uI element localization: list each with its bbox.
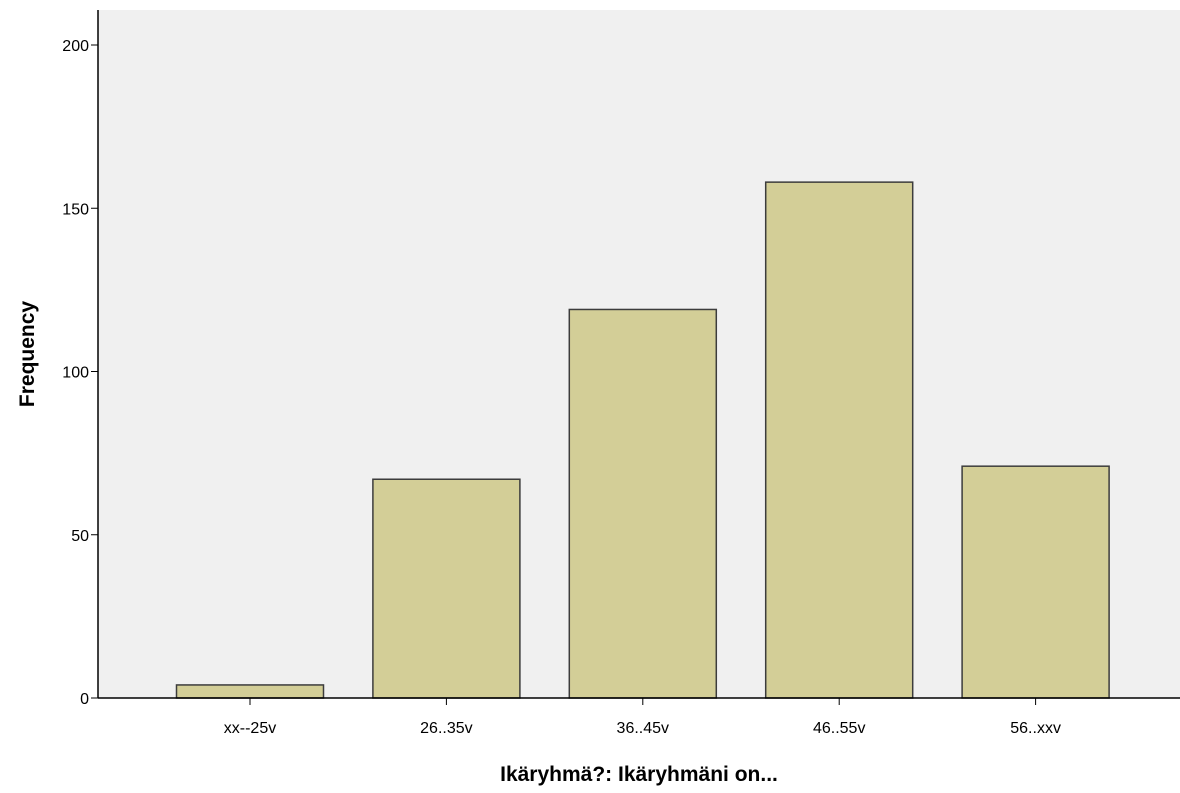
y-tick-label: 150 [62,201,89,218]
bar-26..35v [372,478,521,699]
x-ticks-group: xx--25v 26..35v 36..45v 46..55v 56..xxv [224,698,1061,737]
bar-xx--25v [175,684,325,699]
x-tick-label: 26..35v [420,720,472,737]
y-tick-label: 200 [62,38,89,55]
x-tick-label: 36..45v [617,720,669,737]
x-tick-label: 46..55v [813,720,865,737]
y-ticks-group: 0 50 100 150 200 [62,38,98,708]
y-tick-label: 0 [80,691,89,708]
bar-46..55v [764,181,914,699]
x-tick-label: 56..xxv [1010,720,1061,737]
x-axis-title: Ikäryhmä?: Ikäryhmäni on... [500,763,778,786]
x-tick-label: xx--25v [224,720,276,737]
y-axis-title: Frequency [16,301,39,408]
bar-56..xxv [961,465,1110,699]
bar-36..45v [568,308,718,699]
y-tick-label: 50 [71,528,89,545]
y-tick-label: 100 [62,365,89,382]
bars-group [175,181,1110,699]
